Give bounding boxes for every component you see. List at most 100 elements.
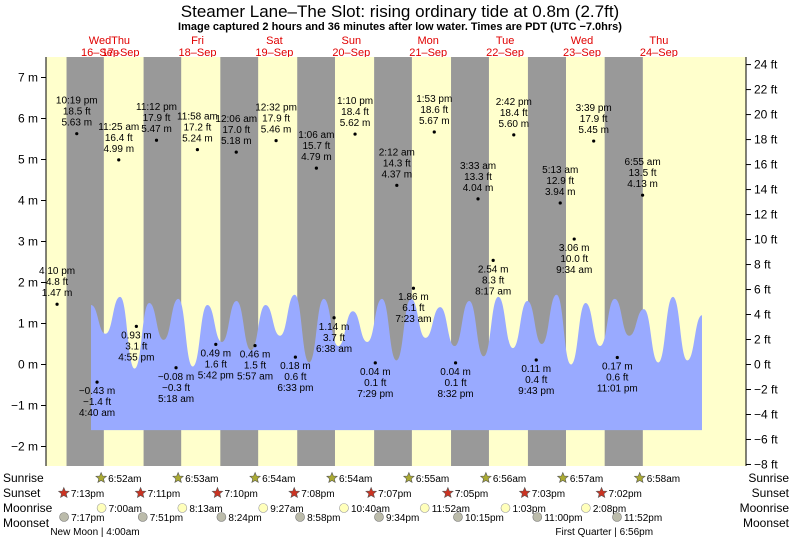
sunrise-time: 6:57am: [570, 474, 603, 485]
tide-meters: 5.63 m: [61, 118, 92, 129]
tide-time: 9:34 am: [556, 265, 592, 276]
right-tick-label: −2 ft: [754, 382, 778, 396]
tide-feet: 17.9 ft: [580, 114, 608, 125]
day-name: Fri: [191, 35, 204, 47]
day-date: 18–Sep: [179, 47, 217, 59]
tide-meters: 5.46 m: [261, 125, 292, 136]
left-tick-label: −2 m: [11, 440, 38, 454]
tide-meters: 5.18 m: [221, 136, 252, 147]
moonset-time: 9:34pm: [386, 513, 419, 524]
tide-meters: 0.11 m: [521, 364, 551, 375]
sunset-icon: [595, 486, 608, 499]
sunset-icon: [288, 486, 301, 499]
day-date: 21–Sep: [409, 47, 447, 59]
right-tick-label: −6 ft: [754, 432, 778, 446]
day-name: Thu: [649, 35, 668, 47]
tide-feet: 17.0 ft: [222, 125, 250, 136]
moonset-icon: [453, 512, 463, 522]
left-tick-label: 4 m: [18, 194, 38, 208]
tide-feet: 0.1 ft: [364, 378, 386, 389]
tide-feet: 0.4 ft: [525, 375, 547, 386]
tide-feet: 16.4 ft: [105, 133, 133, 144]
moonset-time: 11:00pm: [544, 513, 582, 524]
day-name: Tue: [496, 35, 515, 47]
right-tick-label: −4 ft: [754, 407, 778, 421]
moonrise-time: 11:52am: [432, 504, 470, 515]
moonrise-icon: [339, 503, 349, 513]
tide-meters: 1.47 m: [42, 288, 73, 299]
tide-time: 5:13 am: [542, 165, 578, 176]
left-tick-label: 1 m: [18, 317, 38, 331]
tide-time: 11:01 pm: [597, 384, 638, 395]
astro-rows: Sunrise Sunset Moonrise Moonset Sunrise …: [3, 471, 790, 538]
moonset-icon: [59, 512, 69, 522]
tide-time: 6:33 pm: [277, 383, 313, 394]
day-headers: Wed16–SepThu17–SepFri18–SepSat19–SepSun2…: [81, 35, 678, 59]
sunrise-icon: [556, 471, 569, 484]
axes: −2 m −1 m 0 m 1 m 2 m 3 m 4 m 5 m 6 m 7 m −8 ft −6 …: [11, 57, 778, 471]
sunrise-time: 6:58am: [647, 474, 680, 485]
tide-point: [134, 324, 138, 328]
tide-feet: 1.5 ft: [244, 361, 266, 372]
day-date: 23–Sep: [563, 47, 601, 59]
right-tick-label: 4 ft: [754, 308, 771, 322]
tide-point: [534, 358, 538, 362]
moonrise-row-label: Moonrise: [3, 501, 53, 515]
day-name: Thu: [111, 35, 130, 47]
tide-point: [75, 132, 79, 136]
tide-time: 1:06 am: [298, 130, 334, 141]
tide-feet: −0.3 ft: [162, 383, 190, 394]
tide-feet: 10.0 ft: [560, 254, 588, 265]
sunset-time: 7:11pm: [148, 489, 181, 500]
day-date: 24–Sep: [640, 47, 678, 59]
day-date: 17–Sep: [102, 47, 140, 59]
tide-feet: 18.6 ft: [420, 105, 448, 116]
sunrise-time: 6:52am: [108, 474, 141, 485]
tide-feet: 3.7 ft: [323, 333, 345, 344]
sunset-icon: [57, 486, 70, 499]
moonrise-time: 9:27am: [270, 504, 303, 515]
moonrise-time: 7:00am: [109, 504, 142, 515]
sunrise-time: 6:56am: [493, 474, 526, 485]
tide-feet: 18.4 ft: [341, 107, 369, 118]
tide-feet: 17.9 ft: [143, 113, 171, 124]
tide-time: 2:12 am: [379, 147, 415, 158]
moonrise-row-label-right: Moonrise: [740, 501, 790, 515]
tide-point: [411, 286, 416, 290]
tide-area: [91, 294, 702, 431]
sunrise-time: 6:54am: [339, 474, 372, 485]
tide-meters: 5.60 m: [498, 119, 529, 130]
chart-title: Steamer Lane–The Slot: rising ordinary t…: [181, 2, 619, 21]
day-date: 20–Sep: [332, 47, 370, 59]
moonrise-time: 10:40am: [351, 504, 390, 515]
tide-meters: 5.62 m: [340, 118, 371, 129]
tide-point: [154, 138, 159, 142]
moonrise-time: 8:13am: [189, 504, 222, 515]
tide-feet: 0.6 ft: [284, 372, 306, 383]
right-tick-label: −8 ft: [754, 457, 778, 471]
sunrise-icon: [172, 471, 185, 484]
right-tick-label: 16 ft: [754, 158, 778, 172]
sunset-icon: [518, 486, 531, 499]
day-date: 22–Sep: [486, 47, 524, 59]
tide-point: [558, 201, 562, 205]
day-name: Wed: [89, 35, 111, 47]
tide-feet: 13.3 ft: [464, 172, 492, 183]
tide-point: [373, 361, 377, 365]
right-tick-label: 12 ft: [754, 208, 778, 222]
tide-meters: 5.47 m: [141, 124, 172, 135]
tide-feet: 17.9 ft: [262, 114, 290, 125]
tide-time: 2:42 pm: [496, 97, 532, 108]
tide-area-fill: [91, 294, 702, 431]
tide-time: 4:40 am: [79, 408, 115, 419]
tide-time: 11:25 am: [98, 122, 139, 133]
tide-time: 9:43 pm: [518, 386, 554, 397]
moonset-time: 8:58pm: [307, 513, 340, 524]
right-tick-label: 18 ft: [754, 133, 778, 147]
tide-time: 1:53 pm: [416, 94, 452, 105]
tide-feet: 18.4 ft: [500, 108, 528, 119]
moonrise-icon: [419, 503, 430, 513]
tide-meters: 1.86 m: [398, 292, 429, 303]
